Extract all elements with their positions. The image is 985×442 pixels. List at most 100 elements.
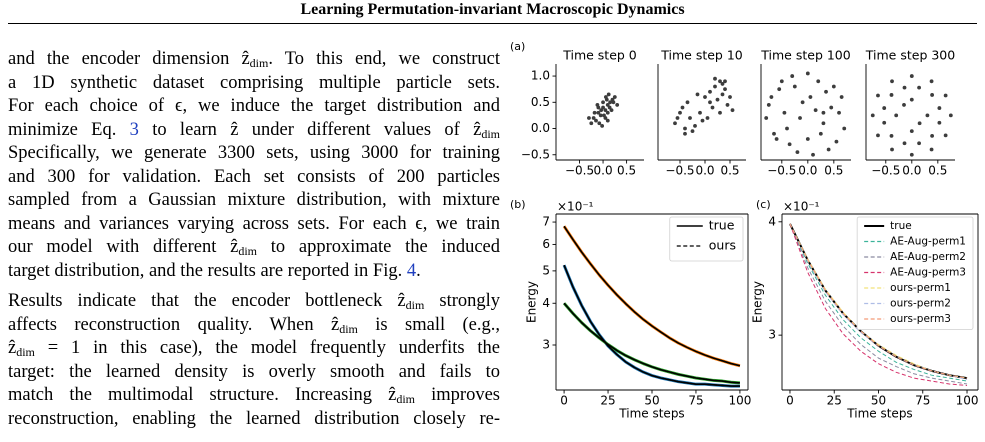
particle bbox=[890, 79, 894, 84]
particle bbox=[774, 137, 779, 141]
particle bbox=[813, 108, 818, 113]
particle bbox=[792, 84, 797, 89]
text-line: Results indicate that the encoder bottle… bbox=[8, 290, 500, 314]
particle bbox=[882, 120, 887, 125]
x-tick-label: 0 bbox=[786, 394, 794, 408]
particle bbox=[678, 110, 682, 115]
x-tick-label: 75 bbox=[915, 394, 930, 408]
subscript: dim bbox=[481, 126, 500, 141]
particle bbox=[606, 92, 611, 97]
text: . To this end, we construct bbox=[268, 49, 500, 69]
legend-label: AE-Aug-perm2 bbox=[890, 251, 966, 263]
particle bbox=[713, 76, 717, 81]
particle bbox=[587, 116, 591, 120]
legend-frame bbox=[669, 216, 744, 262]
y-offset-label: ×10⁻¹ bbox=[783, 200, 820, 214]
series-line bbox=[789, 223, 968, 382]
series-line bbox=[563, 264, 740, 387]
particle bbox=[821, 110, 826, 115]
text: Specifically, we generate 3300 sets, usi… bbox=[8, 143, 500, 163]
panel-title: Time step 300 bbox=[865, 48, 955, 63]
text: improves bbox=[415, 385, 500, 405]
y-tick-label: 7 bbox=[542, 215, 550, 229]
particle bbox=[603, 95, 608, 99]
text-line: match the multimodal structure. Increasi… bbox=[8, 384, 500, 408]
legend-label: ours bbox=[709, 238, 736, 253]
particle bbox=[811, 152, 815, 157]
particle bbox=[713, 84, 717, 89]
particle bbox=[937, 120, 942, 125]
text-line: means and variances varying across sets.… bbox=[8, 213, 500, 237]
text: a 1D synthetic dataset comprising multip… bbox=[8, 72, 500, 93]
particle bbox=[948, 113, 953, 118]
x-tick-label: 100 bbox=[956, 394, 979, 408]
particle bbox=[708, 89, 712, 94]
particle bbox=[826, 147, 831, 152]
text-line: ẑdim = 1 in this case), the model freque… bbox=[8, 337, 500, 361]
particle bbox=[902, 141, 907, 146]
x-tick-label: 50 bbox=[644, 394, 659, 408]
particle bbox=[937, 106, 942, 110]
text: minimize Eq. bbox=[8, 119, 130, 140]
x-tick-label: −0.5 bbox=[565, 164, 594, 178]
text: means and variances varying across sets.… bbox=[8, 213, 500, 234]
series-line bbox=[563, 302, 740, 384]
particle bbox=[600, 124, 605, 128]
particle bbox=[909, 74, 914, 78]
panel-label: (b) bbox=[510, 198, 526, 211]
legend-label: true bbox=[709, 218, 735, 233]
particle bbox=[909, 97, 914, 102]
x-tick-label: −0.5 bbox=[767, 164, 796, 178]
y-tick-label: 1.0 bbox=[531, 69, 550, 83]
legend-label: true bbox=[890, 220, 912, 232]
particle bbox=[601, 105, 605, 110]
y-tick-label: 3 bbox=[768, 328, 776, 342]
panel-title: Time step 100 bbox=[760, 48, 850, 63]
x-tick-label: −0.5 bbox=[871, 164, 900, 178]
particle bbox=[824, 89, 828, 94]
particle bbox=[943, 93, 948, 98]
particle bbox=[602, 113, 606, 118]
particle bbox=[766, 103, 771, 107]
particle bbox=[700, 118, 705, 123]
reference-link: 4 bbox=[406, 260, 417, 281]
particle bbox=[589, 121, 594, 126]
text: affects reconstruction quality. When ẑ bbox=[8, 314, 340, 335]
particle bbox=[782, 110, 787, 115]
particle bbox=[703, 95, 707, 99]
y-tick-label: 5 bbox=[542, 263, 550, 277]
text: = 1 in this case), the model frequently … bbox=[34, 338, 500, 358]
particle bbox=[943, 133, 948, 138]
x-tick-label: 0.5 bbox=[720, 164, 739, 178]
text-line: target distribution, and the results are… bbox=[8, 260, 500, 284]
x-tick-label: 0.0 bbox=[594, 164, 613, 178]
text-line: and 300 for validation. Each set consist… bbox=[8, 166, 500, 190]
particle bbox=[909, 129, 914, 134]
particle bbox=[917, 85, 921, 90]
particle bbox=[688, 116, 692, 120]
particle bbox=[607, 105, 612, 110]
particle bbox=[798, 116, 802, 120]
particle bbox=[594, 118, 598, 123]
text-line: affects reconstruction quality. When ẑdi… bbox=[8, 314, 500, 338]
particle bbox=[605, 118, 610, 123]
particle bbox=[599, 108, 604, 113]
y-tick-label: 0.5 bbox=[531, 95, 550, 109]
text: and 300 for validation. Each set consist… bbox=[8, 166, 500, 187]
particle bbox=[790, 74, 795, 78]
particle bbox=[917, 121, 922, 126]
particle bbox=[777, 87, 782, 92]
particle bbox=[818, 131, 823, 136]
particle bbox=[930, 133, 934, 138]
panel-title: Time step 0 bbox=[562, 48, 637, 63]
particle bbox=[725, 103, 730, 107]
text-line: reconstruction, enabling the learned dis… bbox=[8, 408, 500, 432]
subscript: dim bbox=[16, 345, 35, 359]
text-line: target: the learned density is overly sm… bbox=[8, 361, 500, 385]
particle bbox=[612, 95, 617, 99]
legend: true AE-Aug-perm1 AE-Aug-perm2 AE-Aug-perm3… bbox=[856, 216, 974, 330]
particle bbox=[925, 113, 930, 118]
particle bbox=[870, 113, 875, 118]
subscript: dim bbox=[249, 56, 269, 70]
